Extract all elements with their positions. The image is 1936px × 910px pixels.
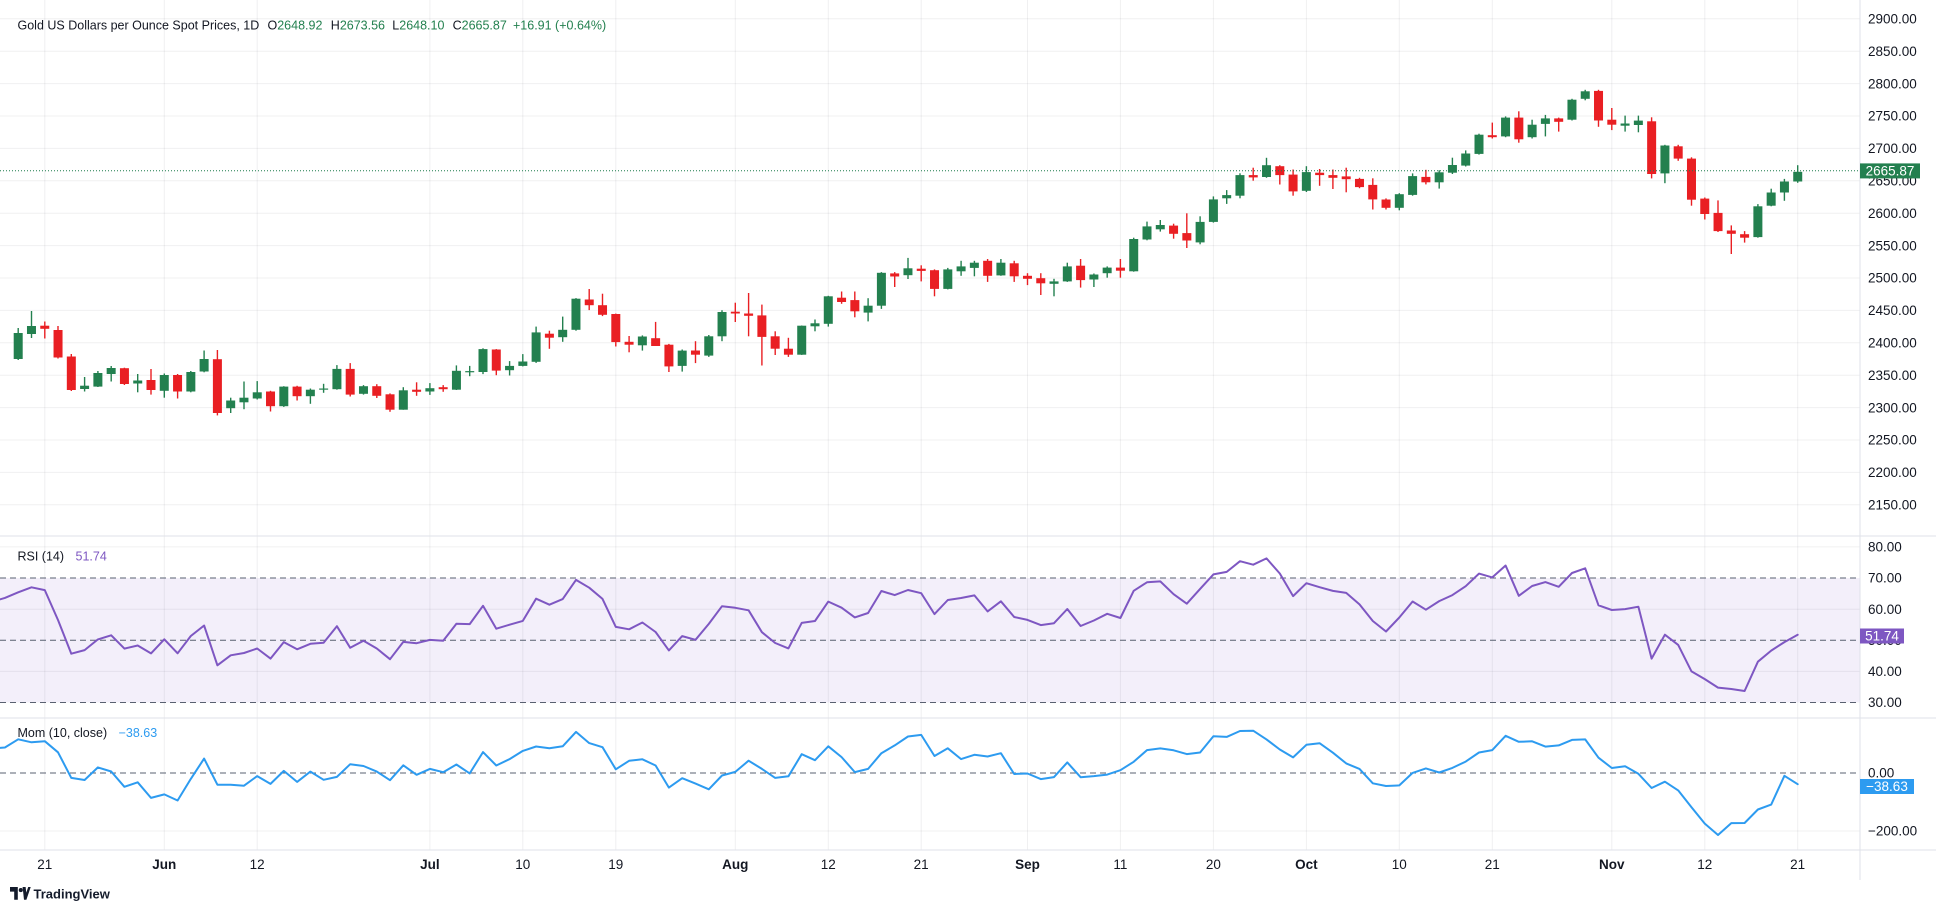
svg-text:2700.00: 2700.00 [1868,141,1917,156]
svg-text:2750.00: 2750.00 [1868,109,1917,124]
svg-text:Oct: Oct [1295,857,1318,872]
svg-text:TradingView: TradingView [34,886,111,901]
svg-text:2250.00: 2250.00 [1868,433,1917,448]
svg-text:Mom (10, close) −38.63: Mom (10, close) −38.63 [18,726,158,740]
svg-text:2200.00: 2200.00 [1868,465,1917,480]
svg-text:12: 12 [821,857,836,872]
svg-text:51.74: 51.74 [1865,629,1899,644]
svg-text:11: 11 [1113,857,1127,872]
svg-text:21: 21 [1790,857,1805,872]
svg-text:21: 21 [37,857,52,872]
svg-text:−38.63: −38.63 [1866,779,1908,794]
svg-text:2300.00: 2300.00 [1868,400,1917,415]
svg-text:21: 21 [914,857,929,872]
svg-text:2850.00: 2850.00 [1868,44,1917,59]
svg-text:2150.00: 2150.00 [1868,498,1917,513]
svg-text:2400.00: 2400.00 [1868,336,1917,351]
svg-text:10: 10 [515,857,530,872]
svg-text:19: 19 [608,857,623,872]
svg-text:2550.00: 2550.00 [1868,238,1917,253]
svg-text:Sep: Sep [1015,857,1040,872]
svg-text:2450.00: 2450.00 [1868,303,1917,318]
svg-text:30.00: 30.00 [1868,695,1902,710]
svg-text:12: 12 [1697,857,1712,872]
svg-text:20: 20 [1206,857,1221,872]
svg-text:Gold US Dollars per Ounce Spot: Gold US Dollars per Ounce Spot Prices, 1… [18,19,607,33]
svg-text:80.00: 80.00 [1868,540,1902,555]
svg-text:−200.00: −200.00 [1868,824,1917,839]
svg-text:Jul: Jul [420,857,440,872]
svg-text:12: 12 [250,857,265,872]
svg-text:Aug: Aug [722,857,748,872]
svg-text:21: 21 [1485,857,1500,872]
svg-text:2600.00: 2600.00 [1868,206,1917,221]
svg-text:0.00: 0.00 [1868,766,1894,781]
svg-text:Jun: Jun [152,857,176,872]
svg-text:60.00: 60.00 [1868,602,1902,617]
svg-text:Nov: Nov [1599,857,1625,872]
svg-text:2800.00: 2800.00 [1868,76,1917,91]
svg-text:70.00: 70.00 [1868,571,1902,586]
svg-text:RSI (14) 51.74: RSI (14) 51.74 [18,550,107,564]
svg-text:2500.00: 2500.00 [1868,271,1917,286]
svg-text:2665.87: 2665.87 [1866,164,1915,179]
svg-text:2900.00: 2900.00 [1868,12,1917,27]
svg-text:10: 10 [1392,857,1407,872]
svg-text:40.00: 40.00 [1868,664,1902,679]
svg-text:2350.00: 2350.00 [1868,368,1917,383]
